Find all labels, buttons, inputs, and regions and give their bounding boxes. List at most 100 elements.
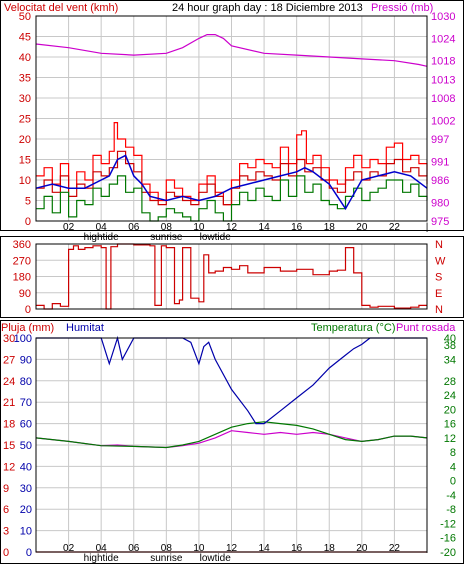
y-tick-label-humidity: 70 xyxy=(20,397,32,409)
pressure-axis-title: Pressió (mb) xyxy=(371,2,433,14)
x-tick-label: 14 xyxy=(259,543,271,554)
y-tick-label-humidity: 50 xyxy=(20,440,32,452)
x-event-label: hightide xyxy=(84,232,119,243)
y-tick-label-wind: 20 xyxy=(19,134,31,146)
y-tick-label-rain: 9 xyxy=(3,483,9,495)
x-tick-label: 22 xyxy=(389,543,401,554)
y-tick-label-temperature: 16 xyxy=(444,419,456,431)
y-tick-label-pressure: 1030 xyxy=(431,11,455,23)
y-tick-label-humidity: 100 xyxy=(14,333,32,345)
y-tick-label-humidity: 40 xyxy=(20,461,32,473)
y-tick-label-temperature: -4 xyxy=(446,490,456,502)
x-tick-label: 10 xyxy=(193,222,205,233)
y-tick-label-pressure: 986 xyxy=(431,175,449,187)
y-tick-label-direction: 0 xyxy=(25,304,31,316)
x-tick-label: 20 xyxy=(356,543,368,554)
y-tick-label-rain: 27 xyxy=(3,354,15,366)
x-tick-label: 04 xyxy=(96,543,108,554)
y-tick-label-temperature: 0 xyxy=(450,476,456,488)
rain-axis-title: Pluja (mm) xyxy=(1,322,54,334)
y-tick-label-pressure: 1018 xyxy=(431,56,455,68)
wind-direction-chart: 0 N 90 E 180 S 270 W 360 N xyxy=(13,239,446,316)
compass-label: N xyxy=(435,239,443,251)
y-tick-label-pressure: 1008 xyxy=(431,93,455,105)
compass-label: S xyxy=(435,272,442,284)
y-tick-label-wind: 45 xyxy=(19,32,31,44)
wind-pressure-chart: 0510152025303540455097598098699199710021… xyxy=(19,11,456,243)
y-tick-label-direction: 180 xyxy=(13,272,31,284)
y-tick-label-rain: 24 xyxy=(3,376,15,388)
x-tick-label: 08 xyxy=(161,222,173,233)
y-tick-label-wind: 10 xyxy=(19,175,31,187)
y-tick-label-direction: 90 xyxy=(19,288,31,300)
x-tick-label: 18 xyxy=(324,222,336,233)
y-tick-label-pressure: 991 xyxy=(431,156,449,168)
y-tick-label-temperature: -16 xyxy=(440,533,456,545)
x-event-label: hightide xyxy=(84,553,119,564)
compass-label: N xyxy=(435,304,443,316)
y-tick-label-rain: 6 xyxy=(3,504,9,516)
y-tick-label-pressure: 975 xyxy=(431,216,449,228)
y-tick-label-temperature: 8 xyxy=(450,447,456,459)
y-tick-label-temperature: -20 xyxy=(440,547,456,559)
y-tick-label-wind: 30 xyxy=(19,93,31,105)
wind_green-series-line xyxy=(36,175,428,222)
dewpoint-axis-title: Punt rosada xyxy=(396,322,456,334)
y-tick-label-rain: 15 xyxy=(3,440,15,452)
compass-label: W xyxy=(435,255,446,267)
temperature-series-line xyxy=(35,421,428,449)
plot-border xyxy=(35,15,428,222)
compass-label: E xyxy=(435,288,442,300)
x-tick-label: | xyxy=(426,222,429,233)
outer-frame xyxy=(0,0,464,231)
y-tick-label-rain: 18 xyxy=(3,419,15,431)
y-tick-label-rain: 12 xyxy=(3,461,15,473)
direction-series-line xyxy=(36,243,427,310)
x-tick-label: 12 xyxy=(226,222,238,233)
y-tick-label-temperature: -12 xyxy=(440,518,456,530)
y-tick-label-pressure: 1024 xyxy=(431,33,455,45)
y-tick-label-temperature: 34 xyxy=(444,354,456,366)
avg_wind-series-line xyxy=(35,154,428,211)
x-tick-label: 04 xyxy=(96,222,108,233)
x-tick-label: 16 xyxy=(291,222,303,233)
y-tick-label-humidity: 20 xyxy=(20,504,32,516)
x-tick-label: 02 xyxy=(63,222,75,233)
x-event-label: lowtide xyxy=(200,553,232,564)
y-tick-label-temperature: 20 xyxy=(444,404,456,416)
x-tick-label: 20 xyxy=(356,222,368,233)
y-tick-label-wind: 0 xyxy=(25,216,31,228)
lower-frame xyxy=(0,320,464,564)
y-tick-label-humidity: 0 xyxy=(26,547,32,559)
humidity-series-line xyxy=(36,335,427,425)
y-tick-label-pressure: 1002 xyxy=(431,115,455,127)
y-tick-label-temperature: 12 xyxy=(444,433,456,445)
x-tick-label: 02 xyxy=(63,543,75,554)
y-tick-label-rain: 30 xyxy=(3,333,15,345)
y-tick-label-temperature: 38 xyxy=(444,340,456,352)
x-event-label: lowtide xyxy=(200,232,232,243)
pressure-series-line xyxy=(35,34,428,67)
y-tick-label-pressure: 1013 xyxy=(431,74,455,86)
y-tick-label-wind: 15 xyxy=(19,155,31,167)
y-tick-label-direction: 360 xyxy=(13,239,31,251)
y-tick-label-wind: 40 xyxy=(19,52,31,64)
humidity-axis-title: Humitat xyxy=(66,322,104,334)
y-tick-label-wind: 50 xyxy=(19,11,31,23)
x-event-label: sunrise xyxy=(150,232,183,243)
x-tick-label: 14 xyxy=(259,222,271,233)
y-tick-label-humidity: 10 xyxy=(20,526,32,538)
y-tick-label-wind: 5 xyxy=(25,196,31,208)
temperature-axis-title: Temperatura (°C) xyxy=(311,322,395,334)
x-tick-label: 06 xyxy=(128,222,140,233)
y-tick-label-temperature: 24 xyxy=(444,390,456,402)
y-tick-label-temperature: 4 xyxy=(450,461,456,473)
y-tick-label-wind: 35 xyxy=(19,73,31,85)
x-tick-label: 08 xyxy=(161,543,173,554)
x-tick-label: 18 xyxy=(324,543,336,554)
y-tick-label-rain: 0 xyxy=(3,547,9,559)
x-event-label: sunrise xyxy=(150,553,183,564)
direction-frame xyxy=(0,236,464,318)
